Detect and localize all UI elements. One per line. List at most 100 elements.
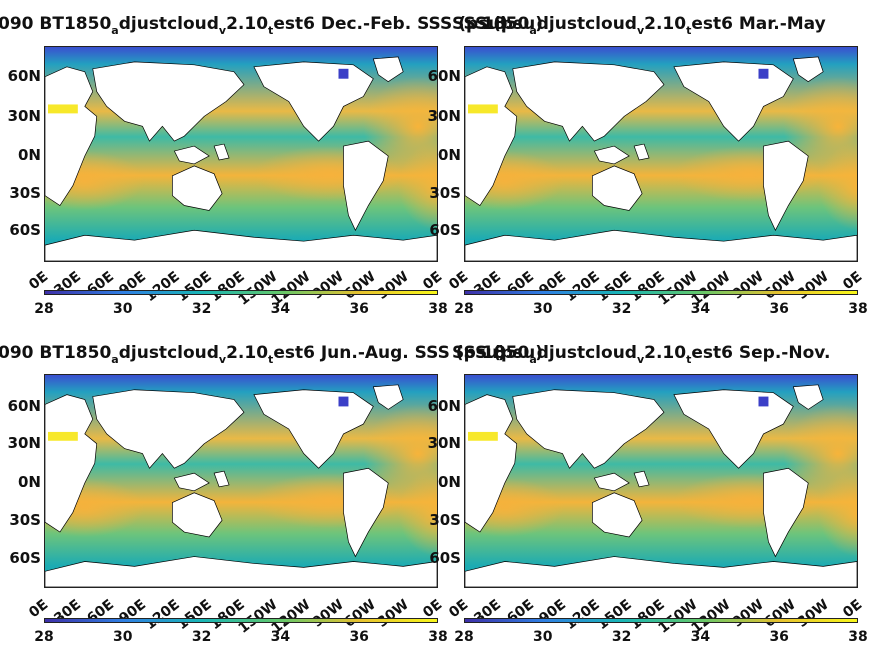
lat-tick: 30S	[9, 184, 41, 202]
lon-tick: 30W	[794, 268, 833, 303]
title-sub-t: t	[686, 353, 692, 366]
lon-tick: 60W	[761, 268, 800, 303]
colorbar-tick: 34	[690, 301, 711, 317]
sss-map	[465, 375, 857, 587]
map-panel-1	[44, 46, 438, 262]
lon-tick: 150E	[174, 268, 216, 306]
lon-tick: 0E	[445, 596, 471, 622]
title-sub-a: a	[111, 24, 119, 37]
title-sub-t: t	[686, 24, 692, 37]
lat-tick: 0N	[438, 146, 461, 164]
colorbar-tick: 30	[533, 301, 553, 317]
lon-tick: 90W	[309, 596, 347, 631]
title-sub-t: t	[268, 24, 274, 37]
lat-tick: 60S	[9, 221, 41, 239]
colorbar-tick: 36	[349, 301, 369, 317]
lat-tick: 60S	[429, 221, 461, 239]
title-sub-v: v	[218, 353, 227, 366]
lon-tick: 0E	[25, 268, 51, 294]
colorbar-tick: 28	[454, 301, 474, 317]
lat-tick: 60N	[7, 67, 41, 85]
lon-tick: 150E	[174, 596, 216, 634]
lat-tick: 60N	[427, 67, 461, 85]
lat-tick: 60N	[427, 397, 461, 415]
lon-tick: 30W	[374, 268, 413, 303]
panel-1-title: 090 BT1850adjustcloudv2.10test6 Dec.-Feb…	[0, 14, 508, 41]
lon-tick: 30W	[374, 596, 413, 631]
lat-tick: 30N	[427, 107, 461, 125]
lat-tick: 60N	[7, 397, 41, 415]
colorbar-tick: 34	[270, 301, 291, 317]
colorbar-tick: 38	[848, 629, 868, 645]
panel-2-title: SSS (psu)	[452, 14, 543, 34]
title-part-2: djustcloud	[536, 14, 637, 34]
title-part-2: djustcloud	[536, 343, 637, 363]
colorbar-tick: 28	[34, 301, 54, 317]
colorbar-tick: 28	[34, 629, 54, 645]
colorbar-panel-2	[464, 290, 858, 295]
map-panel-4	[464, 374, 858, 588]
colorbar-tick: 30	[533, 629, 553, 645]
lon-tick: 90W	[729, 596, 767, 631]
lat-tick: 0N	[18, 473, 41, 491]
title-sub-v: v	[218, 24, 227, 37]
lon-tick: 150E	[594, 596, 636, 634]
sss-map	[45, 47, 437, 261]
lon-tick: 0E	[25, 596, 51, 622]
lon-tick: 90W	[729, 268, 767, 303]
title-part-1: 1850	[482, 14, 530, 34]
lon-tick: 0E	[419, 268, 445, 294]
title-part-1: 1850	[482, 343, 530, 363]
title-part-2: djustcloud	[118, 343, 219, 363]
colorbar-tick: 30	[113, 629, 133, 645]
title-sub-t: t	[268, 353, 274, 366]
colorbar-tick: 34	[690, 629, 711, 645]
lon-tick: 120E	[141, 596, 183, 634]
lat-tick: 30N	[7, 107, 41, 125]
colorbar-tick: 34	[270, 629, 291, 645]
title-part-3: 2.10	[644, 343, 687, 363]
lat-tick: 0N	[18, 146, 41, 164]
lon-tick: 120E	[141, 268, 183, 306]
title-part-3: 2.10	[644, 14, 687, 34]
lon-tick: 150E	[594, 268, 636, 306]
lon-tick: 0E	[839, 268, 865, 294]
title-part-2: djustcloud	[118, 14, 219, 34]
lon-tick: 90W	[309, 268, 347, 303]
title-part-5: est6 Mar.-May	[691, 14, 826, 34]
sss-map	[465, 47, 857, 261]
lat-tick: 60S	[9, 549, 41, 567]
colorbar-panel-4	[464, 618, 858, 623]
lon-tick: 60W	[761, 596, 800, 631]
title-sub-a: a	[111, 353, 119, 366]
map-panel-2	[464, 46, 858, 262]
title-sub-a: a	[529, 24, 537, 37]
lon-tick: 0E	[445, 268, 471, 294]
colorbar-tick: 28	[454, 629, 474, 645]
title-part-4: est6 Dec.-Feb. SSS (psu)	[273, 14, 509, 34]
sss-map	[45, 375, 437, 587]
title-part-4: est6 Jun.-Aug. SSS (psu)	[273, 343, 506, 363]
title-part-5: est6 Sep.-Nov.	[691, 343, 831, 363]
panel-2-title-overlay: 1850adjustcloudv2.10test6 Mar.-May	[482, 14, 826, 41]
lon-tick: 0E	[419, 596, 445, 622]
title-sub-v: v	[636, 24, 645, 37]
lat-tick: 30S	[9, 511, 41, 529]
title-part-4: SSS (psu)	[452, 343, 544, 363]
colorbar-tick: 36	[349, 629, 369, 645]
colorbar-tick: 32	[191, 301, 212, 317]
colorbar-tick: 32	[611, 301, 632, 317]
lon-tick: 120E	[561, 596, 603, 634]
lat-tick: 0N	[438, 473, 461, 491]
panel-3-title: 090 BT1850adjustcloudv2.10test6 Jun.-Aug…	[0, 343, 506, 370]
title-part-1: 090 BT1850	[0, 343, 112, 363]
lon-tick: 120E	[561, 268, 603, 306]
lat-tick: 30N	[7, 434, 41, 452]
colorbar-tick: 32	[191, 629, 212, 645]
colorbar-tick: 36	[769, 629, 789, 645]
title-sub-v: v	[636, 353, 645, 366]
colorbar-tick: 36	[769, 301, 789, 317]
lat-tick: 30S	[429, 511, 461, 529]
title-part-4: SSS (psu)	[452, 14, 544, 34]
lon-tick: 0E	[839, 596, 865, 622]
